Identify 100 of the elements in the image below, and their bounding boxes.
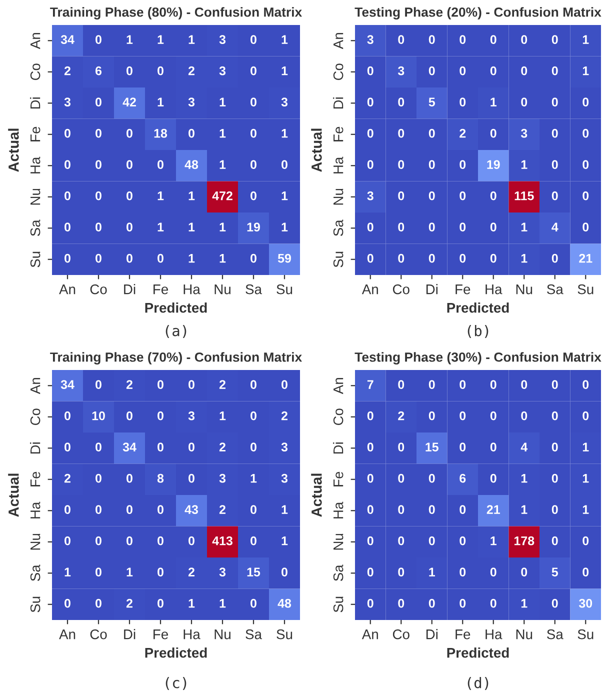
- data-label: 0: [96, 35, 102, 44]
- data-label: 0: [428, 254, 435, 263]
- data-label: 0: [367, 160, 374, 169]
- data-label: 0: [398, 35, 404, 44]
- data-label: 0: [64, 222, 70, 232]
- data-label: 0: [398, 598, 404, 608]
- data-label: 1: [582, 442, 589, 452]
- data-label: 0: [96, 598, 102, 608]
- data-label: 0: [398, 505, 404, 514]
- data-label: 1: [126, 568, 133, 576]
- data-label: 0: [367, 254, 374, 263]
- data-label: 1: [220, 160, 226, 169]
- data-label: 0: [428, 160, 435, 169]
- data-label: 0: [552, 536, 558, 546]
- data-label: 0: [367, 128, 374, 138]
- data-label: 1: [282, 129, 288, 138]
- data-label: 0: [188, 536, 194, 546]
- data-label: 0: [552, 128, 558, 138]
- data-label: 1: [188, 35, 195, 44]
- data-label: 1: [220, 412, 226, 420]
- data-label: 6: [460, 474, 466, 483]
- data-label: 2: [188, 66, 194, 76]
- data-label: 0: [64, 191, 70, 200]
- data-label: 1: [282, 536, 288, 546]
- data-label: 0: [158, 66, 164, 76]
- data-label: 0: [96, 505, 102, 514]
- data-label: 18: [154, 128, 168, 138]
- data-label: 0: [96, 222, 102, 232]
- data-label: 2: [64, 66, 70, 76]
- data-label: 1: [220, 254, 226, 263]
- data-label: 0: [582, 191, 589, 200]
- x-tick-label: An: [59, 284, 76, 294]
- x-tick-label: Fe: [154, 284, 168, 294]
- data-label: 2: [219, 380, 226, 389]
- data-label: 0: [250, 98, 256, 106]
- data-label: 0: [460, 191, 466, 200]
- x-tick-label: Sa: [246, 629, 262, 640]
- x-tick-label: Nu: [214, 630, 230, 640]
- data-label: 42: [122, 98, 136, 106]
- y-axis-title: Actual: [311, 128, 322, 172]
- data-label: 0: [250, 536, 256, 546]
- data-label: 0: [521, 411, 528, 420]
- data-label: 1: [220, 129, 226, 138]
- y-tick-label: Sa: [30, 564, 40, 581]
- x-tick-label: Sa: [547, 629, 564, 640]
- data-label: 0: [582, 411, 589, 420]
- data-label: 0: [460, 598, 466, 608]
- data-label: 10: [92, 411, 105, 420]
- x-tick-label: Sa: [547, 284, 564, 294]
- data-label: 0: [250, 380, 256, 389]
- data-label: 0: [398, 568, 404, 576]
- data-label: 3: [219, 568, 226, 576]
- text: (d): [468, 676, 488, 690]
- text: (c): [166, 677, 186, 690]
- data-label: 0: [250, 254, 256, 263]
- data-label: 0: [250, 505, 256, 514]
- x-tick-label: Su: [276, 284, 292, 294]
- data-label: 21: [579, 254, 592, 263]
- data-label: 0: [490, 254, 496, 263]
- data-label: 1: [126, 35, 133, 44]
- data-label: 0: [126, 222, 132, 232]
- data-label: 0: [64, 536, 70, 546]
- y-tick-label: Fe: [334, 472, 344, 486]
- y-tick-label: An: [334, 378, 344, 394]
- data-label: 0: [552, 380, 558, 389]
- data-label: 413: [212, 536, 232, 546]
- data-label: 0: [282, 380, 288, 389]
- y-tick-label: Di: [333, 98, 344, 109]
- data-label: 0: [64, 254, 70, 263]
- data-label: 43: [184, 505, 198, 514]
- data-label: 0: [398, 128, 404, 138]
- data-label: 0: [96, 568, 102, 576]
- data-label: 1: [521, 599, 528, 608]
- y-tick-label: Fe: [30, 126, 40, 142]
- data-label: 1: [282, 35, 288, 44]
- data-label: 0: [64, 598, 70, 608]
- data-label: 0: [460, 411, 466, 420]
- data-label: 0: [552, 254, 558, 263]
- data-label: 0: [96, 536, 102, 546]
- data-label: 0: [158, 254, 164, 263]
- data-label: 1: [490, 98, 497, 106]
- data-label: 0: [188, 380, 194, 389]
- data-label: 0: [582, 380, 589, 389]
- data-label: 1: [158, 35, 164, 44]
- data-label: 2: [219, 442, 226, 452]
- data-label: 0: [460, 505, 466, 514]
- data-label: 0: [64, 442, 70, 452]
- y-tick-label: Fe: [30, 472, 40, 486]
- data-label: 1: [188, 599, 195, 608]
- data-label: 3: [398, 66, 404, 76]
- data-label: 0: [367, 98, 374, 106]
- data-label: 3: [520, 128, 528, 138]
- data-label: 2: [126, 598, 132, 608]
- data-label: 0: [64, 411, 70, 420]
- data-label: 1: [282, 222, 288, 232]
- x-tick-label: Co: [90, 629, 107, 640]
- x-tick-label: Ha: [184, 630, 200, 640]
- data-label: 0: [158, 505, 164, 514]
- x-tick-label: Co: [392, 284, 410, 294]
- data-label: 0: [552, 442, 558, 452]
